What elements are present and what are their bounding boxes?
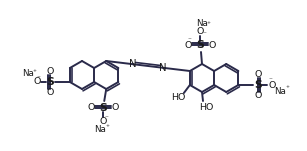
Text: ⁺: ⁺ — [286, 86, 290, 92]
Text: O: O — [255, 70, 262, 79]
Text: HO: HO — [199, 103, 213, 111]
Text: O: O — [111, 103, 119, 112]
Text: Na: Na — [94, 125, 106, 135]
Text: N: N — [129, 59, 137, 69]
Text: ⁻: ⁻ — [269, 77, 273, 83]
Text: ⁺: ⁺ — [207, 22, 211, 28]
Text: S: S — [46, 77, 54, 87]
Text: O: O — [46, 88, 53, 97]
Text: S: S — [196, 40, 204, 50]
Text: ⁺: ⁺ — [105, 125, 109, 131]
Text: ⁻: ⁻ — [105, 115, 109, 121]
Text: O: O — [268, 80, 276, 90]
Text: Na: Na — [274, 87, 286, 95]
Text: O: O — [46, 67, 53, 76]
Text: O: O — [99, 117, 107, 125]
Text: Na: Na — [22, 69, 34, 77]
Text: ⁺: ⁺ — [33, 70, 37, 76]
Text: O: O — [208, 40, 216, 50]
Text: ⁻: ⁻ — [188, 37, 192, 43]
Text: S: S — [255, 80, 262, 90]
Text: HO: HO — [171, 93, 185, 103]
Text: Na: Na — [196, 19, 208, 27]
Text: O: O — [33, 77, 41, 87]
Text: O: O — [184, 40, 192, 50]
Text: S: S — [99, 103, 107, 113]
Text: O: O — [87, 103, 95, 112]
Text: O: O — [196, 27, 204, 37]
Text: O: O — [255, 91, 262, 100]
Text: ⁻: ⁻ — [37, 75, 40, 81]
Text: ⁻: ⁻ — [202, 31, 206, 37]
Text: N: N — [159, 63, 167, 73]
